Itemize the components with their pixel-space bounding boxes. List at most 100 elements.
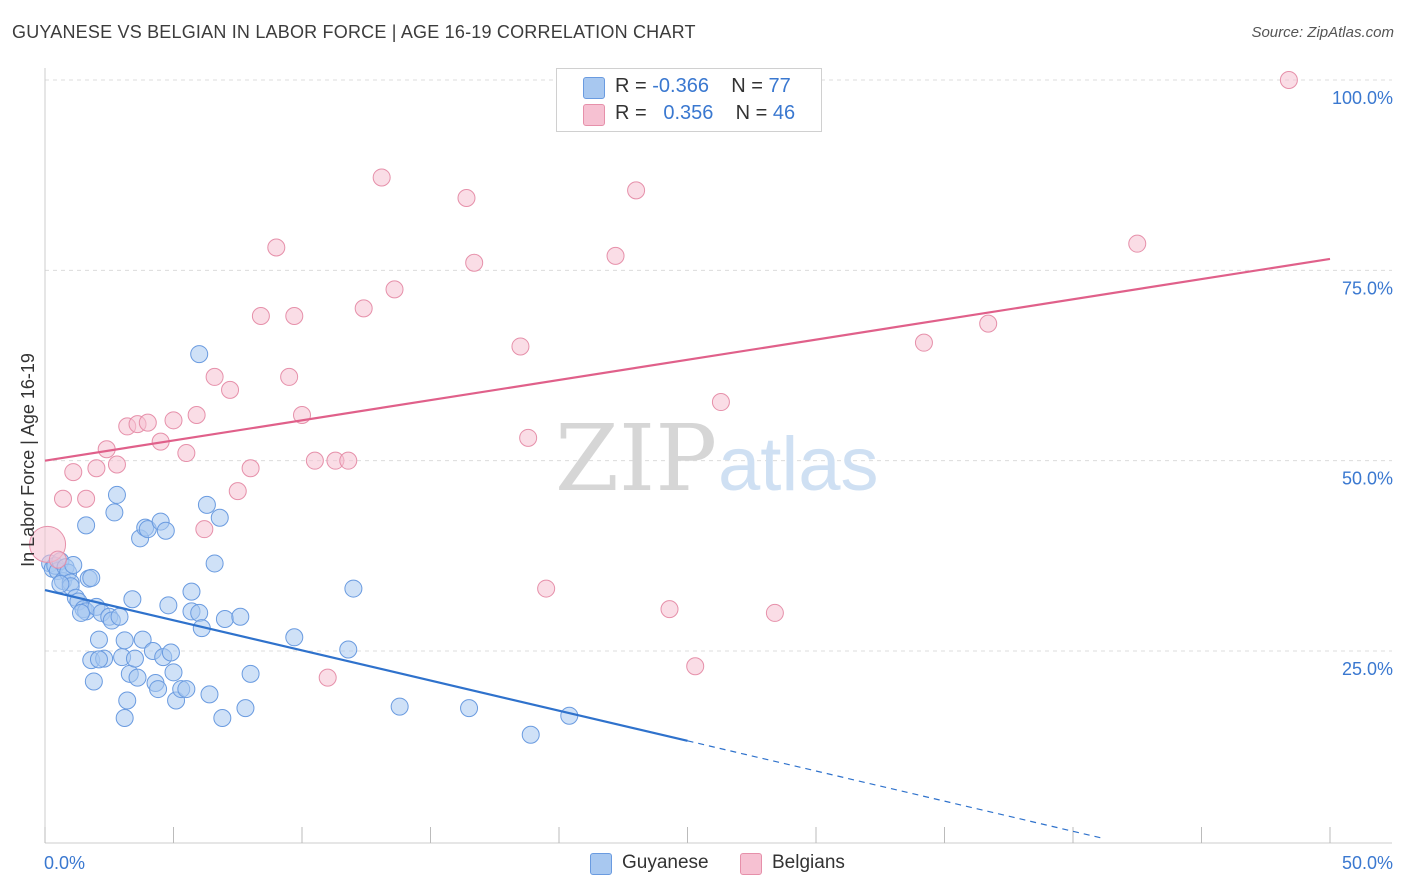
guyanese-point <box>161 643 180 662</box>
belgian-point <box>305 451 324 470</box>
guyanese-point <box>123 590 142 609</box>
guyanese-point <box>177 680 196 699</box>
belgian-point <box>627 181 646 200</box>
guyanese-trend-extension <box>687 740 1104 840</box>
belgian-point <box>1279 71 1298 89</box>
watermark-atlas: atlas <box>718 422 879 507</box>
belgians-legend-label: Belgians <box>772 852 845 873</box>
belgian-points <box>29 71 1298 687</box>
axes <box>44 68 1392 844</box>
source-credit: Source: ZipAtlas.com <box>1251 24 1394 41</box>
guyanese-point <box>213 708 232 727</box>
guyanese-point <box>89 650 108 669</box>
x-tick-label: 50.0% <box>1342 853 1393 873</box>
y-tick-label: 25.0% <box>1342 659 1393 679</box>
guyanese-point <box>125 649 144 668</box>
belgian-point <box>660 600 679 619</box>
guyanese-point <box>241 664 260 683</box>
guyanese-point <box>164 663 183 682</box>
n-label: N = <box>735 102 773 124</box>
guyanese-point <box>118 691 137 710</box>
grid-lines <box>45 79 1392 652</box>
guyanese-point <box>205 554 224 573</box>
n-label: N = <box>731 75 769 97</box>
guyanese-point <box>460 699 479 718</box>
guyanese-point <box>71 603 90 622</box>
guyanese-point <box>133 630 152 649</box>
guyanese-point <box>115 631 134 650</box>
guyanese-point <box>64 555 83 574</box>
belgian-point <box>241 459 260 478</box>
guyanese-point <box>159 596 178 615</box>
belgian-point <box>465 253 484 272</box>
belgian-point <box>765 603 784 622</box>
belgian-point <box>914 333 933 352</box>
guyanese-point <box>51 575 70 594</box>
belgians-legend-swatch <box>740 853 762 875</box>
guyanese-point <box>200 685 219 704</box>
belgian-point <box>87 459 106 478</box>
y-tick-label: 75.0% <box>1342 278 1393 298</box>
guyanese-points <box>41 345 579 744</box>
guyanese-point <box>190 603 209 622</box>
belgian-point <box>339 451 358 470</box>
guyanese-point <box>285 628 304 647</box>
belgian-point <box>228 482 247 501</box>
belgian-point <box>107 455 126 474</box>
belgian-point <box>285 307 304 326</box>
guyanese-point <box>156 521 175 540</box>
guyanese-point <box>128 668 147 687</box>
belgian-point <box>251 307 270 326</box>
guyanese-point <box>236 699 255 718</box>
guyanese-legend-swatch <box>590 853 612 875</box>
y-axis-label: In Labor Force | Age 16-19 <box>18 353 38 567</box>
watermark-zip: ZIP <box>555 405 717 512</box>
guyanese-point <box>107 485 126 504</box>
belgian-point <box>205 367 224 386</box>
belgian-point <box>280 367 299 386</box>
belgian-point <box>372 168 391 187</box>
belgian-point <box>519 428 538 447</box>
trend-lines <box>44 257 1331 840</box>
guyanese-point <box>390 697 409 716</box>
guyanese-point <box>105 503 124 522</box>
belgian-point <box>187 405 206 424</box>
guyanese-point <box>521 725 540 744</box>
guyanese-point <box>339 640 358 659</box>
belgian-point <box>511 337 530 356</box>
guyanese-point <box>77 516 96 535</box>
y-tick-label: 100.0% <box>1332 88 1393 108</box>
r-label: R = <box>615 75 653 97</box>
guyanese-point <box>560 706 579 725</box>
belgian-point <box>385 280 404 299</box>
belgian-point <box>53 489 72 508</box>
belgian-point <box>979 314 998 333</box>
n-value-guyanese: 77 <box>768 75 791 97</box>
watermark: ZIP atlas <box>555 405 879 512</box>
guyanese-point <box>344 579 363 598</box>
belgian-point <box>138 413 157 432</box>
belgian-point <box>195 520 214 539</box>
belgian-point <box>1128 234 1147 253</box>
guyanese-point <box>110 607 129 626</box>
guyanese-point <box>210 508 229 527</box>
x-tick-label: 0.0% <box>44 853 85 873</box>
guyanese-swatch <box>583 77 605 99</box>
belgian-point <box>606 246 625 265</box>
guyanese-point <box>149 680 168 699</box>
tick-labels: 25.0% 50.0% 75.0% 100.0% 0.0% 50.0% <box>44 88 1393 873</box>
chart-title: GUYANESE VS BELGIAN IN LABOR FORCE | AGE… <box>12 22 696 42</box>
guyanese-point <box>84 672 103 691</box>
guyanese-point <box>215 610 234 629</box>
guyanese-point <box>82 568 101 587</box>
guyanese-trend-line <box>44 589 688 742</box>
belgian-point <box>711 393 730 412</box>
r-value-belgians: 0.356 <box>663 102 714 124</box>
belgian-point <box>48 550 67 569</box>
belgian-point <box>457 189 476 208</box>
belgian-point <box>177 444 196 463</box>
belgian-point <box>686 657 705 676</box>
belgian-point <box>164 411 183 430</box>
guyanese-point <box>197 495 216 514</box>
